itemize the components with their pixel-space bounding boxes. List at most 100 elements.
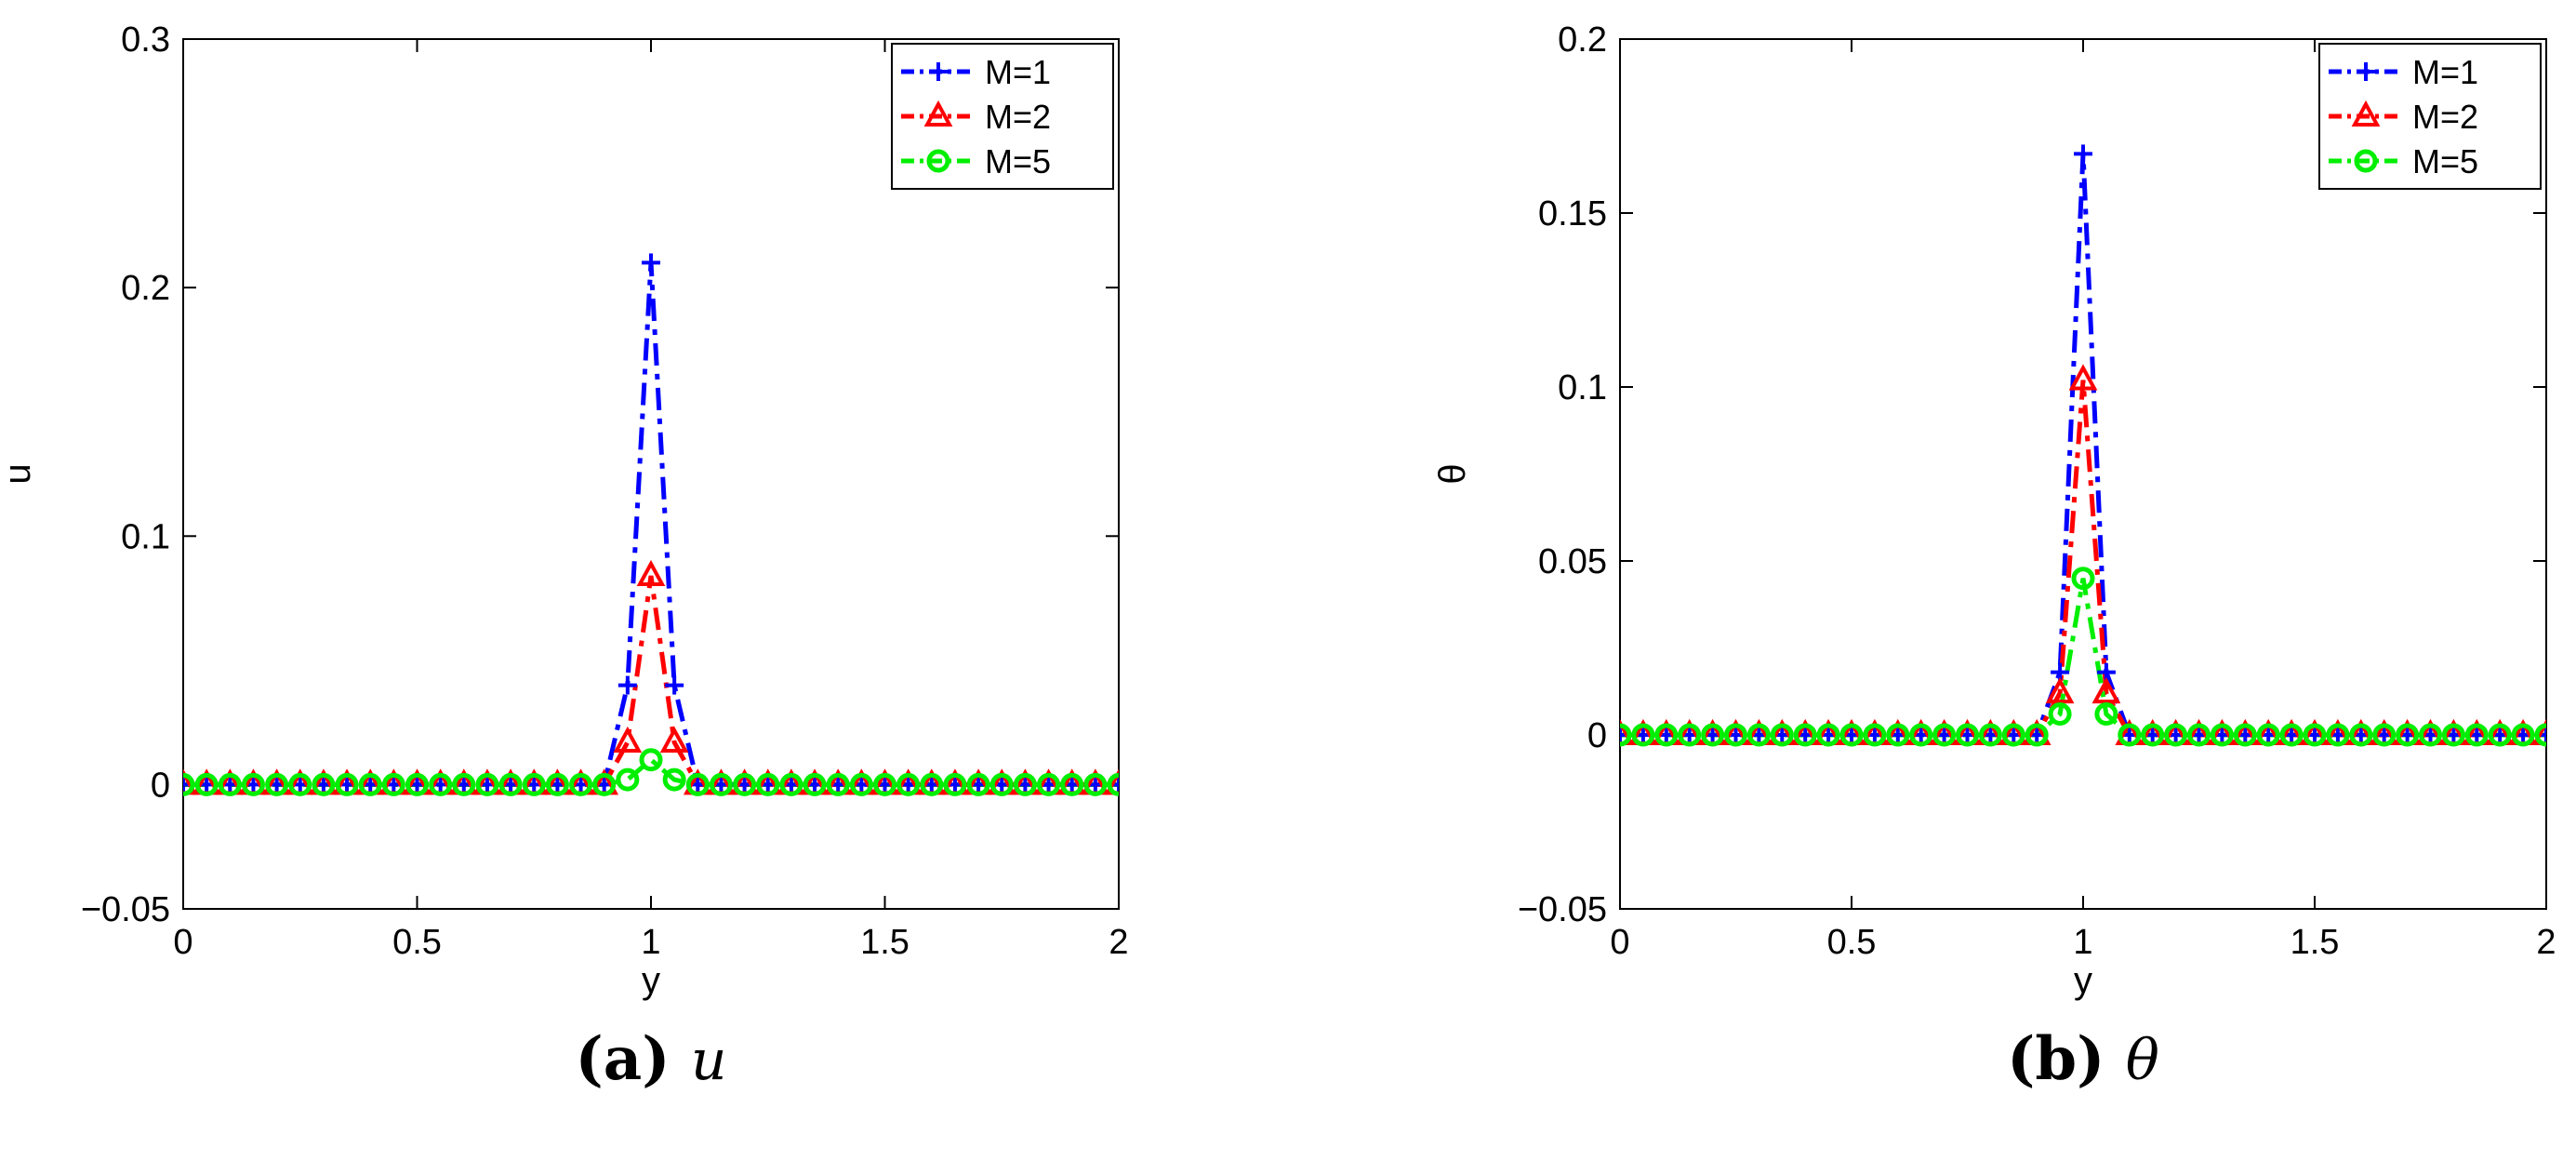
data-point-circle xyxy=(475,772,499,796)
legend-label: M=5 xyxy=(2412,142,2478,180)
x-tick-label: 1 xyxy=(641,923,660,962)
x-tick-label: 0.5 xyxy=(1827,923,1877,962)
data-point-circle xyxy=(1037,772,1061,796)
data-point-circle xyxy=(803,772,827,796)
legend: M=1 M=2 M=5 xyxy=(2318,43,2542,190)
series-group xyxy=(1620,144,2546,747)
data-point-circle xyxy=(2164,723,2188,747)
data-point-circle xyxy=(2233,723,2257,747)
x-tick-label: 1.5 xyxy=(2291,923,2340,962)
x-tick-label: 2 xyxy=(1109,923,1128,962)
data-point-circle xyxy=(1013,772,1037,796)
x-tick-label: 1.5 xyxy=(860,923,910,962)
data-point-circle xyxy=(2279,723,2304,747)
series-markers-M=5 xyxy=(183,748,1119,796)
data-point-circle xyxy=(1631,723,1655,747)
data-point-triangle xyxy=(2531,718,2546,745)
data-point-circle xyxy=(2441,723,2465,747)
data-point-circle xyxy=(1956,723,1979,747)
data-point-circle xyxy=(569,772,593,796)
data-point-circle xyxy=(616,767,640,792)
data-point-circle xyxy=(826,772,850,796)
data-point-circle xyxy=(2071,567,2095,591)
data-point-circle xyxy=(498,772,523,796)
data-point-plus xyxy=(642,253,660,273)
data-point-circle xyxy=(873,772,896,796)
y-axis-label: θ xyxy=(1432,463,1473,484)
data-point-triangle xyxy=(923,100,953,127)
data-point-circle xyxy=(2303,723,2327,747)
data-point-circle xyxy=(522,772,546,796)
data-point-circle xyxy=(662,767,686,792)
data-point-circle xyxy=(2419,723,2442,747)
data-point-circle xyxy=(429,772,453,796)
data-point-circle xyxy=(2001,723,2025,747)
data-point-triangle xyxy=(2091,676,2121,704)
data-point-circle xyxy=(2464,723,2489,747)
data-point-plus xyxy=(929,62,948,81)
data-point-circle xyxy=(405,772,429,796)
legend-label: M=5 xyxy=(985,142,1051,180)
data-point-circle xyxy=(1620,723,1632,747)
y-tick-label: 0.1 xyxy=(1558,368,1607,407)
x-tick-label: 0 xyxy=(173,923,193,962)
data-point-circle xyxy=(709,772,733,796)
data-point-circle xyxy=(2094,702,2118,727)
data-point-circle xyxy=(1839,723,1864,747)
x-tick-label: 2 xyxy=(2536,923,2556,962)
series-group xyxy=(183,253,1119,796)
data-point-circle xyxy=(966,772,990,796)
data-point-circle xyxy=(2511,723,2535,747)
data-point-plus xyxy=(2357,62,2375,81)
caption: (b) θ xyxy=(2007,1024,2159,1094)
data-point-circle xyxy=(2349,723,2373,747)
data-point-circle xyxy=(241,772,265,796)
legend-label: M=2 xyxy=(985,98,1051,136)
data-point-circle xyxy=(2048,702,2072,727)
data-point-circle xyxy=(1863,723,1887,747)
data-point-circle xyxy=(1909,723,1933,747)
data-point-circle xyxy=(2187,723,2211,747)
data-point-circle xyxy=(1932,723,1957,747)
x-axis-label: y xyxy=(642,960,660,1001)
data-point-circle xyxy=(1060,772,1084,796)
x-tick-label: 0.5 xyxy=(392,923,442,962)
data-point-circle xyxy=(452,772,476,796)
y-tick-label: 0.2 xyxy=(121,269,170,308)
y-tick-label: 0.05 xyxy=(1538,542,1607,581)
data-point-circle xyxy=(218,772,242,796)
data-point-circle xyxy=(2534,723,2546,747)
y-tick-label: −0.05 xyxy=(1518,890,1607,929)
data-point-circle xyxy=(639,748,663,772)
data-point-circle xyxy=(2372,723,2397,747)
data-point-triangle xyxy=(659,726,689,754)
data-point-circle xyxy=(1793,723,1817,747)
data-point-plus xyxy=(665,675,684,695)
data-point-plus xyxy=(617,675,637,695)
data-point-circle xyxy=(2488,723,2512,747)
data-point-circle xyxy=(1724,723,1747,747)
data-point-circle xyxy=(2256,723,2280,747)
data-point-circle xyxy=(756,772,780,796)
data-point-circle xyxy=(926,149,950,173)
data-point-triangle xyxy=(613,726,643,754)
data-point-circle xyxy=(312,772,336,796)
y-tick-label: 0 xyxy=(151,766,170,805)
data-point-circle xyxy=(2396,723,2420,747)
y-tick-label: 0 xyxy=(1587,716,1607,755)
data-point-triangle xyxy=(2068,364,2098,391)
data-point-circle xyxy=(545,772,569,796)
data-point-plus xyxy=(2074,144,2092,164)
data-point-circle xyxy=(2354,149,2378,173)
data-point-triangle xyxy=(2045,676,2075,704)
data-point-circle xyxy=(849,772,873,796)
data-point-circle xyxy=(592,772,617,796)
data-point-triangle xyxy=(636,559,666,587)
data-point-triangle xyxy=(183,768,198,795)
data-point-circle xyxy=(2025,723,2049,747)
data-point-circle xyxy=(2141,723,2165,747)
y-tick-label: −0.05 xyxy=(81,890,170,929)
data-point-circle xyxy=(265,772,289,796)
